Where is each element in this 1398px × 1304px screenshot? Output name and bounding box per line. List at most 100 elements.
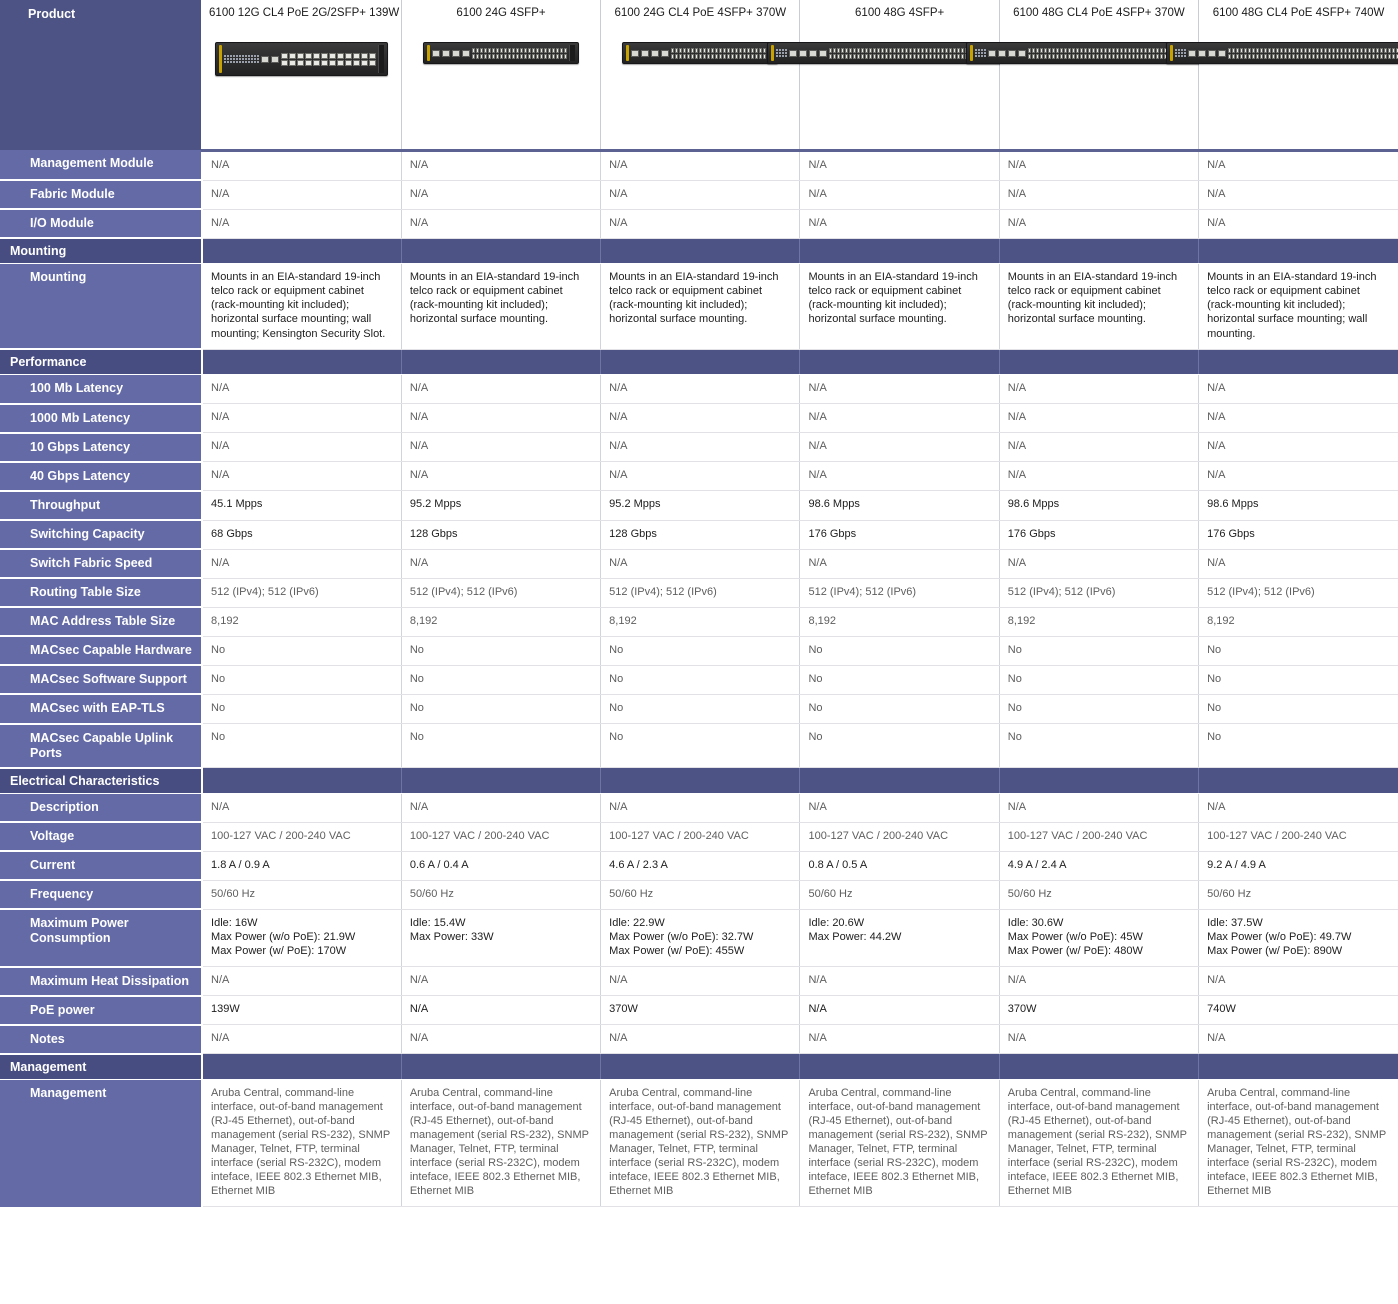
spec-value-cell: N/A xyxy=(799,461,1000,492)
spec-value-cell: N/A xyxy=(799,432,1000,463)
spec-value-cell: N/A xyxy=(401,150,602,181)
spec-value-cell: Aruba Central, command-line interface, o… xyxy=(600,1079,801,1208)
spec-value-cell: N/A xyxy=(600,374,801,405)
spec-value-cell: No xyxy=(401,665,602,695)
spec-value-cell: 370W xyxy=(999,995,1200,1026)
spec-row-label: Frequency xyxy=(0,880,204,911)
spec-value-cell: Idle: 30.6W Max Power (w/o PoE): 45W Max… xyxy=(999,909,1200,968)
spec-value-cell: No xyxy=(600,694,801,725)
spec-value-cell: 100-127 VAC / 200-240 VAC xyxy=(1198,822,1398,852)
spec-value-cell: N/A xyxy=(202,180,402,210)
section-header-fill xyxy=(799,237,1000,265)
spec-row-label: Maximum Power Consumption xyxy=(0,909,204,968)
product-column-header[interactable]: 6100 24G 4SFP+ xyxy=(401,0,602,152)
product-name-label: 6100 48G 4SFP+ xyxy=(855,7,945,19)
spec-row-label: PoE power xyxy=(0,995,204,1026)
spec-value-cell: N/A xyxy=(401,374,602,405)
product-name-label: 6100 12G CL4 PoE 2G/2SFP+ 139W xyxy=(209,7,400,19)
spec-value-cell: N/A xyxy=(799,1024,1000,1055)
spec-value-cell: N/A xyxy=(799,150,1000,181)
rj45-port-bank xyxy=(671,47,767,59)
spec-value-cell: N/A xyxy=(1198,150,1398,181)
spec-value-cell: N/A xyxy=(401,209,602,239)
table-row: I/O Module N/A N/A N/A N/A N/A N/A xyxy=(0,209,1398,240)
status-led-array xyxy=(975,49,987,58)
section-header-fill xyxy=(999,767,1200,794)
section-header-fill xyxy=(799,767,1000,794)
product-column-header[interactable]: 6100 12G CL4 PoE 2G/2SFP+ 139W xyxy=(202,0,402,152)
sfp-uplink-ports xyxy=(261,55,280,63)
spec-value-cell: No xyxy=(999,723,1200,769)
spec-value-cell: N/A xyxy=(1198,549,1398,579)
spec-value-cell: N/A xyxy=(401,403,602,434)
spec-value-cell: N/A xyxy=(600,432,801,463)
section-header-label: Management xyxy=(0,1053,204,1080)
spec-value-cell: N/A xyxy=(600,209,801,239)
spec-value-cell: N/A xyxy=(999,209,1200,239)
spec-value-cell: No xyxy=(999,636,1200,666)
product-row-label: Product xyxy=(0,0,204,150)
spec-value-cell: Idle: 20.6W Max Power: 44.2W xyxy=(799,909,1000,968)
spec-value-cell: N/A xyxy=(600,1024,801,1055)
spec-value-cell: N/A xyxy=(401,432,602,463)
section-header-row: Mounting xyxy=(0,237,1398,265)
spec-value-cell: Idle: 22.9W Max Power (w/o PoE): 32.7W M… xyxy=(600,909,801,968)
spec-value-cell: N/A xyxy=(600,793,801,823)
section-header-fill xyxy=(999,237,1200,265)
spec-value-cell: 0.8 A / 0.5 A xyxy=(799,851,1000,881)
spec-value-cell: No xyxy=(799,665,1000,695)
spec-value-cell: 512 (IPv4); 512 (IPv6) xyxy=(999,578,1200,608)
spec-value-cell: Mounts in an EIA-standard 19-inch telco … xyxy=(999,263,1200,350)
spec-row-label: Voltage xyxy=(0,822,204,853)
section-header-fill xyxy=(202,767,402,794)
spec-value-cell: N/A xyxy=(999,549,1200,579)
spec-value-cell: N/A xyxy=(202,403,402,434)
spec-value-cell: N/A xyxy=(600,180,801,210)
spec-value-cell: 98.6 Mpps xyxy=(799,490,1000,521)
spec-row-label: Fabric Module xyxy=(0,180,204,211)
spec-value-cell: N/A xyxy=(1198,966,1398,997)
spec-value-cell: Idle: 37.5W Max Power (w/o PoE): 49.7W M… xyxy=(1198,909,1398,968)
spec-value-cell: 176 Gbps xyxy=(1198,520,1398,550)
switch-device-image xyxy=(622,42,779,65)
product-comparison-table: Product 6100 12G CL4 PoE 2G/2SFP+ 139W 610… xyxy=(0,0,1398,1208)
product-column-header[interactable]: 6100 24G CL4 PoE 4SFP+ 370W xyxy=(600,0,801,152)
spec-value-cell: 512 (IPv4); 512 (IPv6) xyxy=(600,578,801,608)
spec-value-cell: No xyxy=(401,694,602,725)
section-header-fill xyxy=(600,237,801,265)
section-header-fill xyxy=(401,767,602,794)
spec-value-cell: N/A xyxy=(202,793,402,823)
spec-row-label: 10 Gbps Latency xyxy=(0,432,204,463)
table-row: Switch Fabric Speed N/A N/A N/A N/A N/A N/A xyxy=(0,549,1398,580)
spec-value-cell: 0.6 A / 0.4 A xyxy=(401,851,602,881)
section-header-fill xyxy=(1198,767,1398,794)
status-led-array xyxy=(224,55,260,64)
switch-device-image xyxy=(767,42,1033,65)
spec-row-label: Management xyxy=(0,1079,204,1207)
spec-row-label: MACsec with EAP-TLS xyxy=(0,694,204,725)
switch-device-image xyxy=(423,42,579,65)
spec-value-cell: 50/60 Hz xyxy=(600,880,801,910)
spec-value-cell: No xyxy=(202,723,402,769)
spec-value-cell: N/A xyxy=(202,966,402,997)
sfp-uplink-ports xyxy=(1188,49,1227,57)
table-row: MACsec Software Support No No No No No No xyxy=(0,665,1398,696)
spec-value-cell: N/A xyxy=(999,180,1200,210)
section-header-fill xyxy=(799,348,1000,376)
spec-value-cell: N/A xyxy=(799,995,1000,1026)
product-image-wrapper xyxy=(607,42,793,65)
section-header-fill xyxy=(799,1053,1000,1080)
section-header-fill xyxy=(401,237,602,265)
spec-value-cell: 8,192 xyxy=(600,607,801,637)
spec-value-cell: N/A xyxy=(600,461,801,492)
spec-value-cell: N/A xyxy=(1198,403,1398,434)
spec-value-cell: 176 Gbps xyxy=(999,520,1200,550)
product-column-header[interactable]: 6100 48G CL4 PoE 4SFP+ 740W xyxy=(1166,0,1398,152)
spec-value-cell: 4.9 A / 2.4 A xyxy=(999,851,1200,881)
product-column-header[interactable]: 6100 48G 4SFP+ xyxy=(767,0,1033,152)
product-name-label: 6100 48G CL4 PoE 4SFP+ 370W xyxy=(1013,7,1185,19)
front-bezel-accent xyxy=(626,45,630,62)
product-column-header[interactable]: 6100 48G CL4 PoE 4SFP+ 370W xyxy=(966,0,1232,152)
spec-value-cell: Mounts in an EIA-standard 19-inch telco … xyxy=(401,263,602,350)
table-row: MACsec Capable Uplink Ports No No No No No No xyxy=(0,723,1398,769)
